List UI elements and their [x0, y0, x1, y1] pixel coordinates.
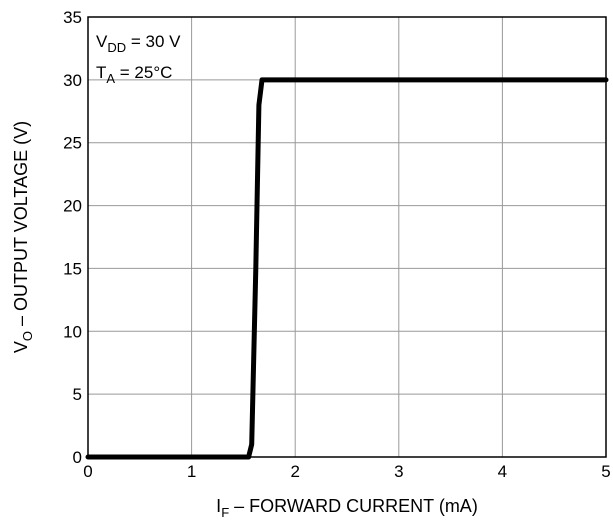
annotation-main: V: [96, 32, 108, 51]
x-axis-label-sub: F: [221, 505, 229, 520]
y-tick-label: 0: [73, 448, 82, 467]
x-axis-label: IF – FORWARD CURRENT (mA): [216, 496, 478, 520]
y-tick-label: 25: [63, 134, 82, 153]
grid-lines: [88, 17, 606, 457]
x-axis-label-rest: – FORWARD CURRENT (mA): [229, 496, 478, 516]
y-tick-label: 35: [63, 8, 82, 27]
y-tick-label: 15: [63, 259, 82, 278]
annotation-rest: = 30 V: [126, 32, 181, 51]
x-tick-label: 1: [187, 462, 196, 481]
x-tick-label: 0: [83, 462, 92, 481]
x-tick-label: 2: [290, 462, 299, 481]
y-axis-label-sub: O: [20, 331, 35, 341]
annotation: VDD = 30 V: [96, 32, 181, 55]
y-axis-label-rest: – OUTPUT VOLTAGE (V): [11, 121, 31, 331]
y-axis-label-main: V: [11, 341, 31, 353]
annotation: TA = 25°C: [96, 63, 172, 86]
y-tick-labels: 0 5 10 15 20 25 30 35: [63, 8, 82, 467]
x-tick-label: 4: [498, 462, 507, 481]
annotation-rest: = 25°C: [115, 63, 172, 82]
y-axis-label: VO – OUTPUT VOLTAGE (V): [11, 121, 35, 353]
x-axis-label-main: I: [216, 496, 221, 516]
y-tick-label: 10: [63, 322, 82, 341]
annotation-sub: DD: [107, 40, 126, 55]
annotation-main: T: [96, 63, 106, 82]
y-tick-label: 20: [63, 197, 82, 216]
x-tick-label: 5: [601, 462, 610, 481]
x-tick-labels: 0 1 2 3 4 5: [83, 462, 610, 481]
y-tick-label: 30: [63, 71, 82, 90]
y-tick-label: 5: [73, 385, 82, 404]
annotations: VDD = 30 V TA = 25°C: [96, 32, 181, 86]
plot-frame: [87, 16, 607, 458]
x-tick-label: 3: [394, 462, 403, 481]
annotation-sub: A: [106, 71, 115, 86]
